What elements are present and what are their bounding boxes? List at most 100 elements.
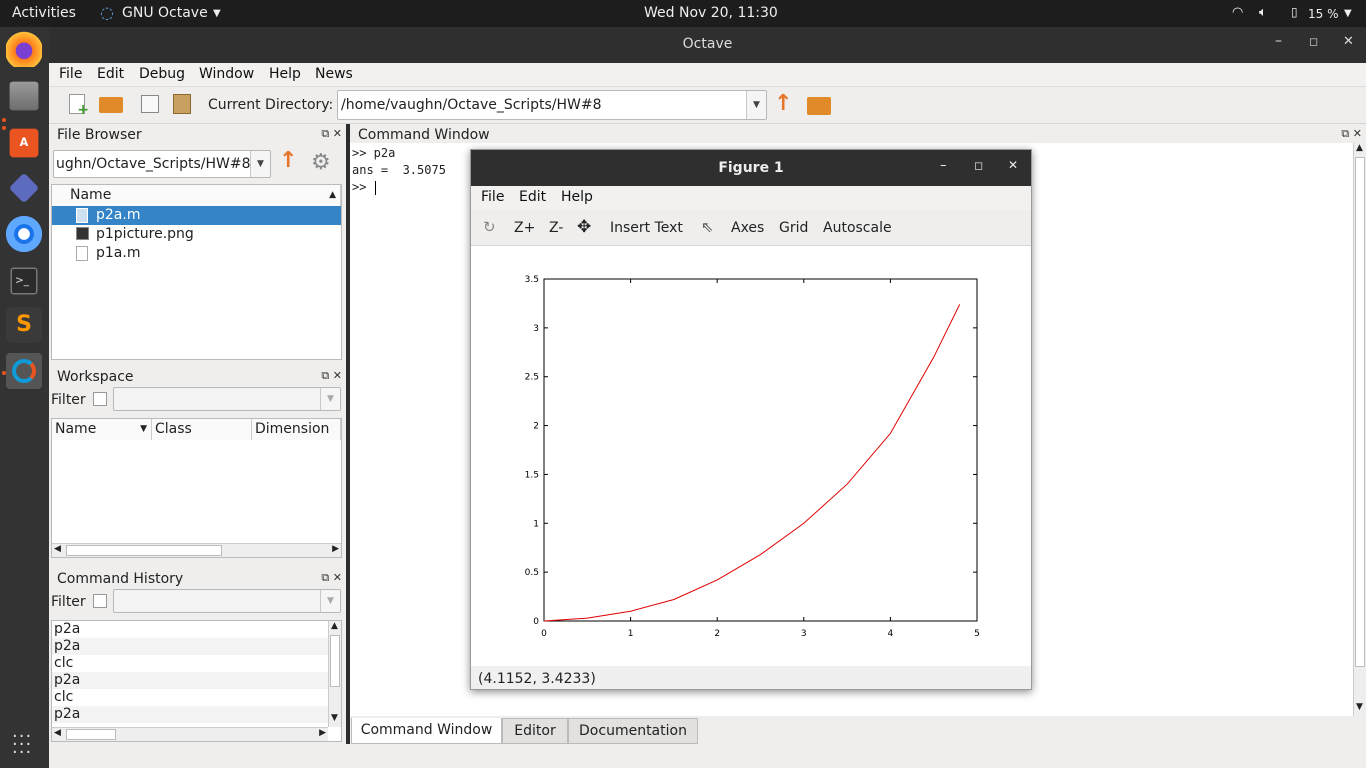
firefox-icon[interactable]: [6, 31, 42, 67]
list-item[interactable]: p1a.m: [52, 244, 341, 263]
menu-help[interactable]: Help: [269, 66, 301, 82]
scroll-left-icon[interactable]: ◀: [54, 544, 61, 554]
clock[interactable]: Wed Nov 20, 11:30: [644, 5, 778, 21]
files-icon[interactable]: [9, 81, 39, 111]
line-plot[interactable]: 0 1 2 3 4 5 0 0.5 1 1.5 2 2.5 3 3.5: [471, 246, 1031, 666]
list-item[interactable]: p2a: [52, 672, 328, 689]
select-pointer-icon[interactable]: ⇖: [701, 218, 714, 236]
figure-menu-help[interactable]: Help: [561, 189, 593, 205]
figure-menu-edit[interactable]: Edit: [519, 189, 547, 205]
grid-button[interactable]: Grid: [779, 220, 809, 236]
paste-icon[interactable]: [173, 94, 191, 114]
chevron-down-icon[interactable]: ▼: [746, 91, 766, 119]
zoom-in-button[interactable]: Z+: [514, 220, 536, 236]
console-prompt[interactable]: >>: [352, 180, 374, 194]
list-item[interactable]: p2a: [52, 621, 328, 638]
axes-button[interactable]: Axes: [731, 220, 765, 236]
activities-button[interactable]: Activities: [12, 5, 76, 21]
browse-directory-icon[interactable]: [807, 97, 831, 115]
list-item[interactable]: p2a.m: [52, 206, 341, 225]
parent-directory-icon[interactable]: ↑: [279, 148, 298, 173]
workspace-filter-checkbox[interactable]: [93, 392, 107, 406]
close-button[interactable]: ✕: [1343, 34, 1354, 49]
workspace-col-class[interactable]: Class: [152, 419, 252, 440]
current-directory-label: Current Directory:: [208, 97, 334, 113]
rotate-icon[interactable]: ↻: [483, 218, 496, 236]
scroll-down-icon[interactable]: ▼: [1356, 702, 1363, 712]
zoom-out-button[interactable]: Z-: [549, 220, 564, 236]
volume-icon[interactable]: 🔈︎: [1259, 5, 1267, 20]
battery-icon[interactable]: ▯: [1291, 5, 1298, 19]
show-apps-icon[interactable]: ··· ··· ···: [12, 726, 33, 763]
gear-icon[interactable]: ⚙: [311, 150, 331, 175]
app-menu-chevron-icon[interactable]: ▼: [213, 8, 221, 19]
workspace-col-dimension[interactable]: Dimension: [252, 419, 341, 440]
history-vertical-scrollbar[interactable]: ▲ ▼: [328, 621, 341, 727]
history-filter-checkbox[interactable]: [93, 594, 107, 608]
command-window-dock-buttons[interactable]: ⧉ ✕: [1341, 127, 1362, 140]
wifi-icon[interactable]: ◠: [1232, 5, 1244, 20]
console-vertical-scrollbar[interactable]: ▲ ▼: [1353, 143, 1366, 716]
scrollbar-thumb[interactable]: [330, 635, 340, 687]
terminal-icon[interactable]: >_: [10, 267, 38, 295]
history-filter-input[interactable]: ▼: [113, 589, 341, 613]
file-browser-dock-buttons[interactable]: ⧉ ✕: [321, 127, 342, 140]
chevron-down-icon[interactable]: ▼: [250, 151, 270, 177]
gitkraken-icon[interactable]: [8, 172, 40, 204]
autoscale-button[interactable]: Autoscale: [823, 220, 892, 236]
insert-text-button[interactable]: Insert Text: [610, 220, 683, 236]
list-item[interactable]: p2a: [52, 638, 328, 655]
scroll-up-icon[interactable]: ▲: [1356, 143, 1363, 153]
list-item[interactable]: p2a: [52, 706, 328, 723]
workspace-filter-input[interactable]: ▼: [113, 387, 341, 411]
app-menu-button[interactable]: GNU Octave: [122, 5, 208, 21]
menu-edit[interactable]: Edit: [97, 66, 125, 82]
scrollbar-thumb[interactable]: [1355, 157, 1365, 667]
minimize-button[interactable]: –: [1275, 33, 1282, 49]
scrollbar-thumb[interactable]: [66, 545, 222, 556]
x-tick-label: 2: [714, 629, 720, 639]
tab-editor[interactable]: Editor: [502, 718, 568, 744]
list-item[interactable]: clc: [52, 655, 328, 672]
open-file-icon[interactable]: [99, 97, 123, 113]
figure-minimize-button[interactable]: –: [940, 158, 947, 173]
file-browser-path-combobox[interactable]: ughn/Octave_Scripts/HW#8 ▼: [53, 150, 271, 178]
menu-file[interactable]: File: [59, 66, 83, 82]
maximize-button[interactable]: ◻: [1309, 35, 1319, 48]
list-item[interactable]: clc: [52, 689, 328, 706]
menu-window[interactable]: Window: [199, 66, 255, 82]
new-script-icon[interactable]: +: [69, 94, 89, 118]
scroll-left-icon[interactable]: ◀: [54, 728, 61, 738]
software-icon[interactable]: A: [9, 128, 39, 158]
workspace-dock-buttons[interactable]: ⧉ ✕: [321, 369, 342, 382]
sublime-icon[interactable]: S: [6, 307, 42, 343]
parent-directory-icon[interactable]: ↑: [774, 91, 793, 116]
chevron-down-icon[interactable]: ▼: [320, 388, 340, 410]
list-item[interactable]: p1picture.png: [52, 225, 341, 244]
history-horizontal-scrollbar[interactable]: ◀ ▶: [52, 727, 328, 741]
figure-maximize-button[interactable]: ◻: [974, 159, 984, 172]
scrollbar-thumb[interactable]: [66, 729, 116, 740]
octave-icon[interactable]: [6, 353, 42, 389]
current-directory-combobox[interactable]: /home/vaughn/Octave_Scripts/HW#8 ▼: [337, 90, 767, 120]
scroll-down-icon[interactable]: ▼: [331, 713, 338, 723]
menu-debug[interactable]: Debug: [139, 66, 186, 82]
file-list-header-name[interactable]: Name ▲: [52, 185, 341, 206]
tab-documentation[interactable]: Documentation: [568, 718, 698, 744]
workspace-horizontal-scrollbar[interactable]: ◀ ▶: [52, 543, 341, 557]
scroll-up-icon[interactable]: ▲: [331, 621, 338, 631]
workspace-col-name[interactable]: Name ▼: [52, 419, 152, 440]
scroll-right-icon[interactable]: ▶: [332, 544, 339, 554]
command-history-dock-buttons[interactable]: ⧉ ✕: [321, 571, 342, 584]
figure-canvas[interactable]: 0 1 2 3 4 5 0 0.5 1 1.5 2 2.5 3 3.5: [471, 246, 1031, 666]
menu-news[interactable]: News: [315, 66, 353, 82]
scroll-right-icon[interactable]: ▶: [319, 728, 326, 738]
figure-close-button[interactable]: ✕: [1008, 158, 1019, 172]
copy-icon[interactable]: [141, 95, 159, 113]
system-menu-chevron-icon[interactable]: ▼: [1344, 8, 1352, 19]
pan-icon[interactable]: ✥: [577, 217, 592, 237]
figure-menu-file[interactable]: File: [481, 189, 505, 205]
chromium-icon[interactable]: [6, 216, 42, 252]
tab-command-window[interactable]: Command Window: [351, 718, 502, 744]
chevron-down-icon[interactable]: ▼: [320, 590, 340, 612]
